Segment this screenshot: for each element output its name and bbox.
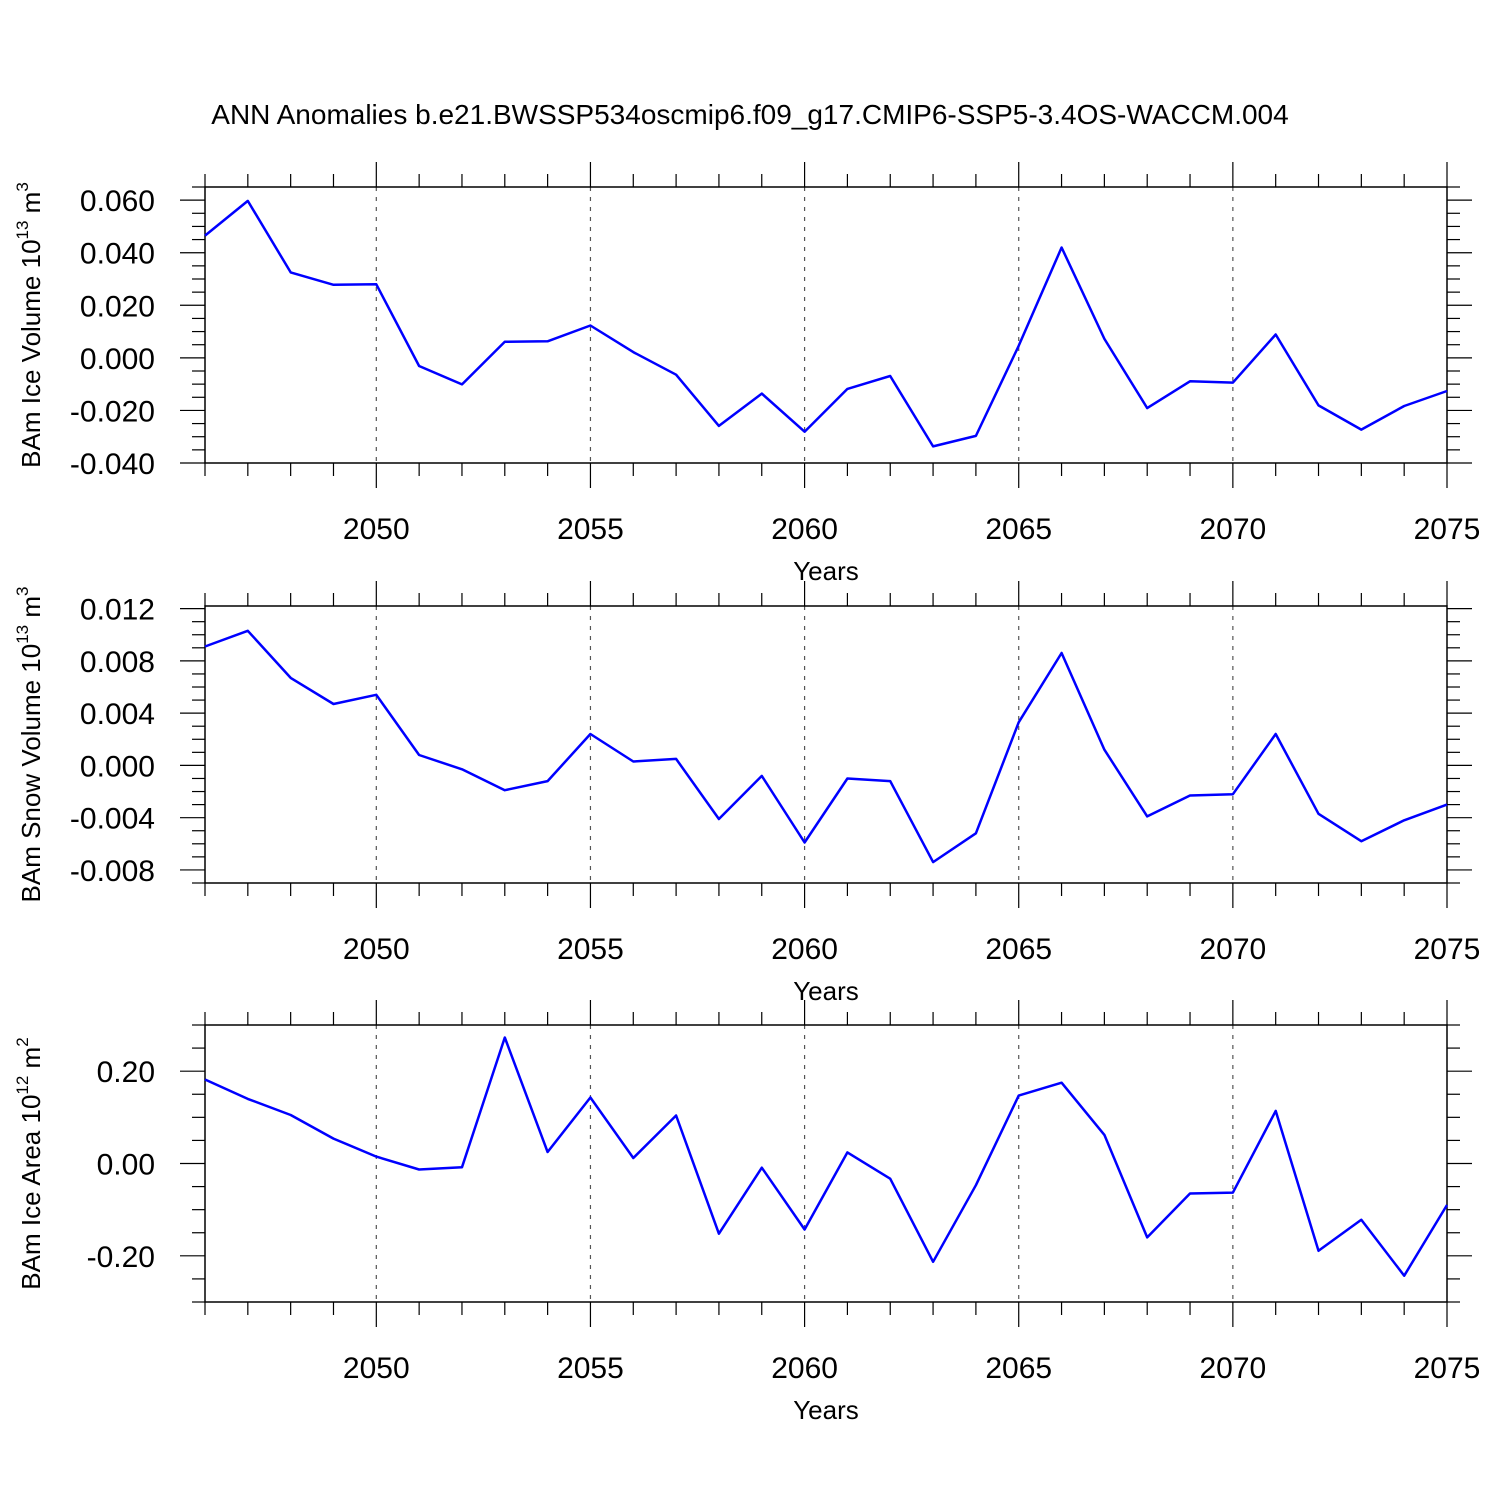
y-tick-label: -0.008 (70, 855, 155, 888)
panel-3: 2050 2055 2060 2065 2070 2075 Years 0.20 0.00 -0.… (13, 1000, 1480, 1425)
y-tick-label: 0.008 (80, 646, 155, 679)
x-tick-label: 2060 (771, 513, 838, 546)
y-tick-label: 0.20 (97, 1056, 155, 1089)
x-axis-title: Years (793, 1395, 859, 1425)
x-tick-label: 2050 (343, 933, 410, 966)
y-tick-label: 0.004 (80, 698, 155, 731)
plot-frame (204, 1024, 1448, 1303)
y-tick-label: 0.040 (80, 238, 155, 271)
y-tick-label: 0.000 (80, 750, 155, 783)
chart-title: ANN Anomalies b.e21.BWSSP534oscmip6.f09_… (211, 99, 1288, 130)
y-tick-label: 0.012 (80, 594, 155, 627)
x-tick-label: 2055 (557, 933, 624, 966)
x-tick-label: 2070 (1199, 513, 1266, 546)
x-tick-label: 2065 (985, 513, 1052, 546)
y-axis-title: BAm Snow Volume 1013 m3 (13, 587, 46, 903)
x-tick-label: 2055 (557, 513, 624, 546)
x-tick-label: 2050 (343, 513, 410, 546)
series-line (204, 629, 1448, 864)
plot-frame (204, 605, 1448, 884)
x-tick-label: 2055 (557, 1352, 624, 1385)
x-tick-label: 2060 (771, 1352, 838, 1385)
x-tick-label: 2060 (771, 933, 838, 966)
chart-panels: 2050 2055 2060 2065 2070 2075 Years 0.060 0.040 0… (13, 162, 1480, 1425)
y-tick-label: -0.040 (70, 448, 155, 481)
panel-2: 2050 2055 2060 2065 2070 2075 Years 0.012 0.008 0… (13, 581, 1480, 1006)
x-tick-label: 2075 (1414, 1352, 1481, 1385)
x-tick-label: 2075 (1414, 933, 1481, 966)
y-tick-label: -0.020 (70, 395, 155, 428)
y-axis-title: BAm Ice Volume 1013 m3 (13, 182, 46, 468)
y-tick-label: -0.004 (70, 803, 155, 836)
y-tick-label: -0.20 (87, 1241, 155, 1274)
x-tick-label: 2065 (985, 933, 1052, 966)
series-line (204, 1036, 1449, 1277)
y-tick-label: 0.000 (80, 343, 155, 376)
panel-1: 2050 2055 2060 2065 2070 2075 Years 0.060 0.040 0… (13, 162, 1480, 586)
y-tick-label: 0.020 (80, 290, 155, 323)
y-tick-label: 0.060 (80, 185, 155, 218)
series-line (204, 199, 1448, 448)
x-tick-label: 2075 (1414, 513, 1481, 546)
y-tick-label: 0.00 (97, 1149, 155, 1182)
x-tick-label: 2070 (1199, 1352, 1266, 1385)
y-axis-title: BAm Ice Area 1012 m2 (13, 1037, 46, 1289)
x-axis-title: Years (793, 556, 859, 586)
x-tick-label: 2050 (343, 1352, 410, 1385)
x-tick-label: 2070 (1199, 933, 1266, 966)
plot-frame (204, 186, 1448, 464)
x-axis-title: Years (793, 976, 859, 1006)
x-tick-label: 2065 (985, 1352, 1052, 1385)
